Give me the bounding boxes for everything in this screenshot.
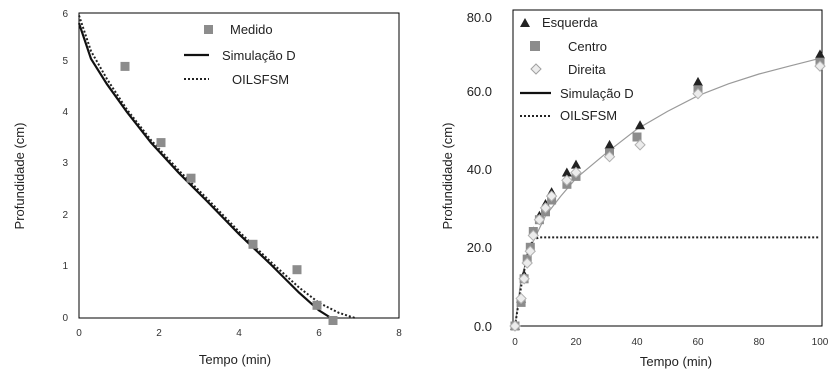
right-data-point-direita xyxy=(634,139,646,151)
left-data-point-medido xyxy=(328,316,338,325)
right-plot-frame xyxy=(512,9,823,327)
legend-label-simulacao-d-right: Simulação D xyxy=(560,86,634,101)
right-data-point-direita xyxy=(814,60,826,72)
left-data-point-medido xyxy=(312,300,322,310)
right-y-ticks: 0.0 20.0 40.0 60.0 80.0 xyxy=(467,10,492,334)
left-points xyxy=(120,61,338,325)
left-series-line-oilsfsm xyxy=(78,15,356,319)
right-x-tick: 60 xyxy=(692,337,704,348)
left-x-tick: 8 xyxy=(396,328,402,339)
right-data-point-direita xyxy=(521,257,533,269)
right-y-tick: 40.0 xyxy=(467,162,492,177)
left-y-tick: 2 xyxy=(62,210,68,221)
left-x-axis-label: Tempo (min) xyxy=(199,352,271,367)
right-x-tick: 40 xyxy=(631,337,643,348)
left-y-ticks: 0 1 2 3 4 5 6 xyxy=(62,9,68,324)
left-data-point-medido xyxy=(292,265,302,275)
legend-label-simulacao-d: Simulação D xyxy=(222,48,296,63)
right-series-line-simulacao-d xyxy=(514,57,821,327)
left-y-tick: 5 xyxy=(62,56,68,67)
right-y-tick: 60.0 xyxy=(467,84,492,99)
right-data-point-centro xyxy=(632,132,642,142)
right-data-point-esquerda xyxy=(815,49,825,59)
right-data-point-direita xyxy=(509,320,521,332)
legend-label-esquerda: Esquerda xyxy=(542,15,598,30)
left-plot-frame xyxy=(78,12,400,319)
right-x-ticks: 0 20 40 60 80 100 xyxy=(512,337,829,348)
right-chart: 0.0 20.0 40.0 60.0 80.0 0 20 40 60 80 10… xyxy=(440,9,829,369)
right-y-axis-label: Profundidade (cm) xyxy=(440,123,455,230)
right-x-tick: 20 xyxy=(570,337,582,348)
left-series-line-simulacao-d xyxy=(77,22,332,319)
right-data-point-direita xyxy=(561,174,573,187)
right-data-point-direita xyxy=(515,292,527,305)
legend-label-oilsfsm-right: OILSFSM xyxy=(560,108,617,123)
right-y-tick: 0.0 xyxy=(474,319,492,334)
legend-label-medido: Medido xyxy=(230,22,273,37)
right-data-point-direita xyxy=(518,273,530,285)
left-legend: Medido Simulação D OILSFSM xyxy=(184,22,296,87)
right-series-line-oilsfsm xyxy=(514,236,820,327)
right-y-tick: 20.0 xyxy=(467,240,492,255)
right-data-point-direita xyxy=(533,213,546,226)
left-data-point-medido xyxy=(120,61,130,71)
left-y-tick: 3 xyxy=(62,158,68,169)
left-data-point-medido xyxy=(248,239,258,249)
left-data-point-medido xyxy=(186,173,196,183)
left-lines xyxy=(77,15,356,319)
right-data-point-esquerda xyxy=(635,120,646,130)
left-x-tick: 0 xyxy=(76,328,82,339)
legend-label-centro: Centro xyxy=(568,39,607,54)
left-x-tick: 2 xyxy=(156,328,162,339)
left-data-point-medido xyxy=(156,138,166,148)
right-data-point-esquerda xyxy=(571,159,581,169)
right-data-point-direita xyxy=(524,245,536,257)
left-y-tick: 4 xyxy=(62,107,68,118)
right-data-point-direita xyxy=(692,87,704,100)
right-y-tick: 80.0 xyxy=(467,10,492,25)
right-x-tick: 0 xyxy=(512,337,518,348)
right-points xyxy=(509,49,826,332)
right-data-point-direita xyxy=(539,202,552,214)
legend-label-oilsfsm: OILSFSM xyxy=(232,72,289,87)
right-legend: Esquerda Centro Direita Simulação D OILS… xyxy=(520,15,634,123)
left-chart: 0 1 2 3 4 5 6 0 2 4 6 8 Tempo (min) Prof… xyxy=(12,9,402,367)
right-data-point-esquerda xyxy=(604,139,615,149)
left-x-ticks: 0 2 4 6 8 xyxy=(76,328,402,339)
legend-marker-medido xyxy=(204,25,213,34)
legend-marker-centro xyxy=(530,41,540,51)
left-x-tick: 6 xyxy=(316,328,322,339)
legend-marker-esquerda xyxy=(520,18,530,27)
right-data-point-direita xyxy=(570,166,582,179)
left-y-axis-label: Profundidade (cm) xyxy=(12,123,27,230)
right-data-point-direita xyxy=(603,150,616,163)
left-y-tick: 1 xyxy=(62,261,68,272)
right-x-tick: 80 xyxy=(753,337,765,348)
right-x-tick: 100 xyxy=(812,337,829,348)
right-data-point-direita xyxy=(527,229,540,242)
left-y-tick: 0 xyxy=(62,313,68,324)
legend-label-direita: Direita xyxy=(568,62,606,77)
legend-marker-direita xyxy=(530,63,542,75)
right-data-point-esquerda xyxy=(693,76,703,86)
right-data-point-direita xyxy=(545,190,558,202)
left-y-tick: 6 xyxy=(62,9,68,20)
right-data-point-esquerda xyxy=(561,167,572,177)
left-x-tick: 4 xyxy=(236,328,242,339)
right-x-axis-label: Tempo (min) xyxy=(640,354,712,369)
